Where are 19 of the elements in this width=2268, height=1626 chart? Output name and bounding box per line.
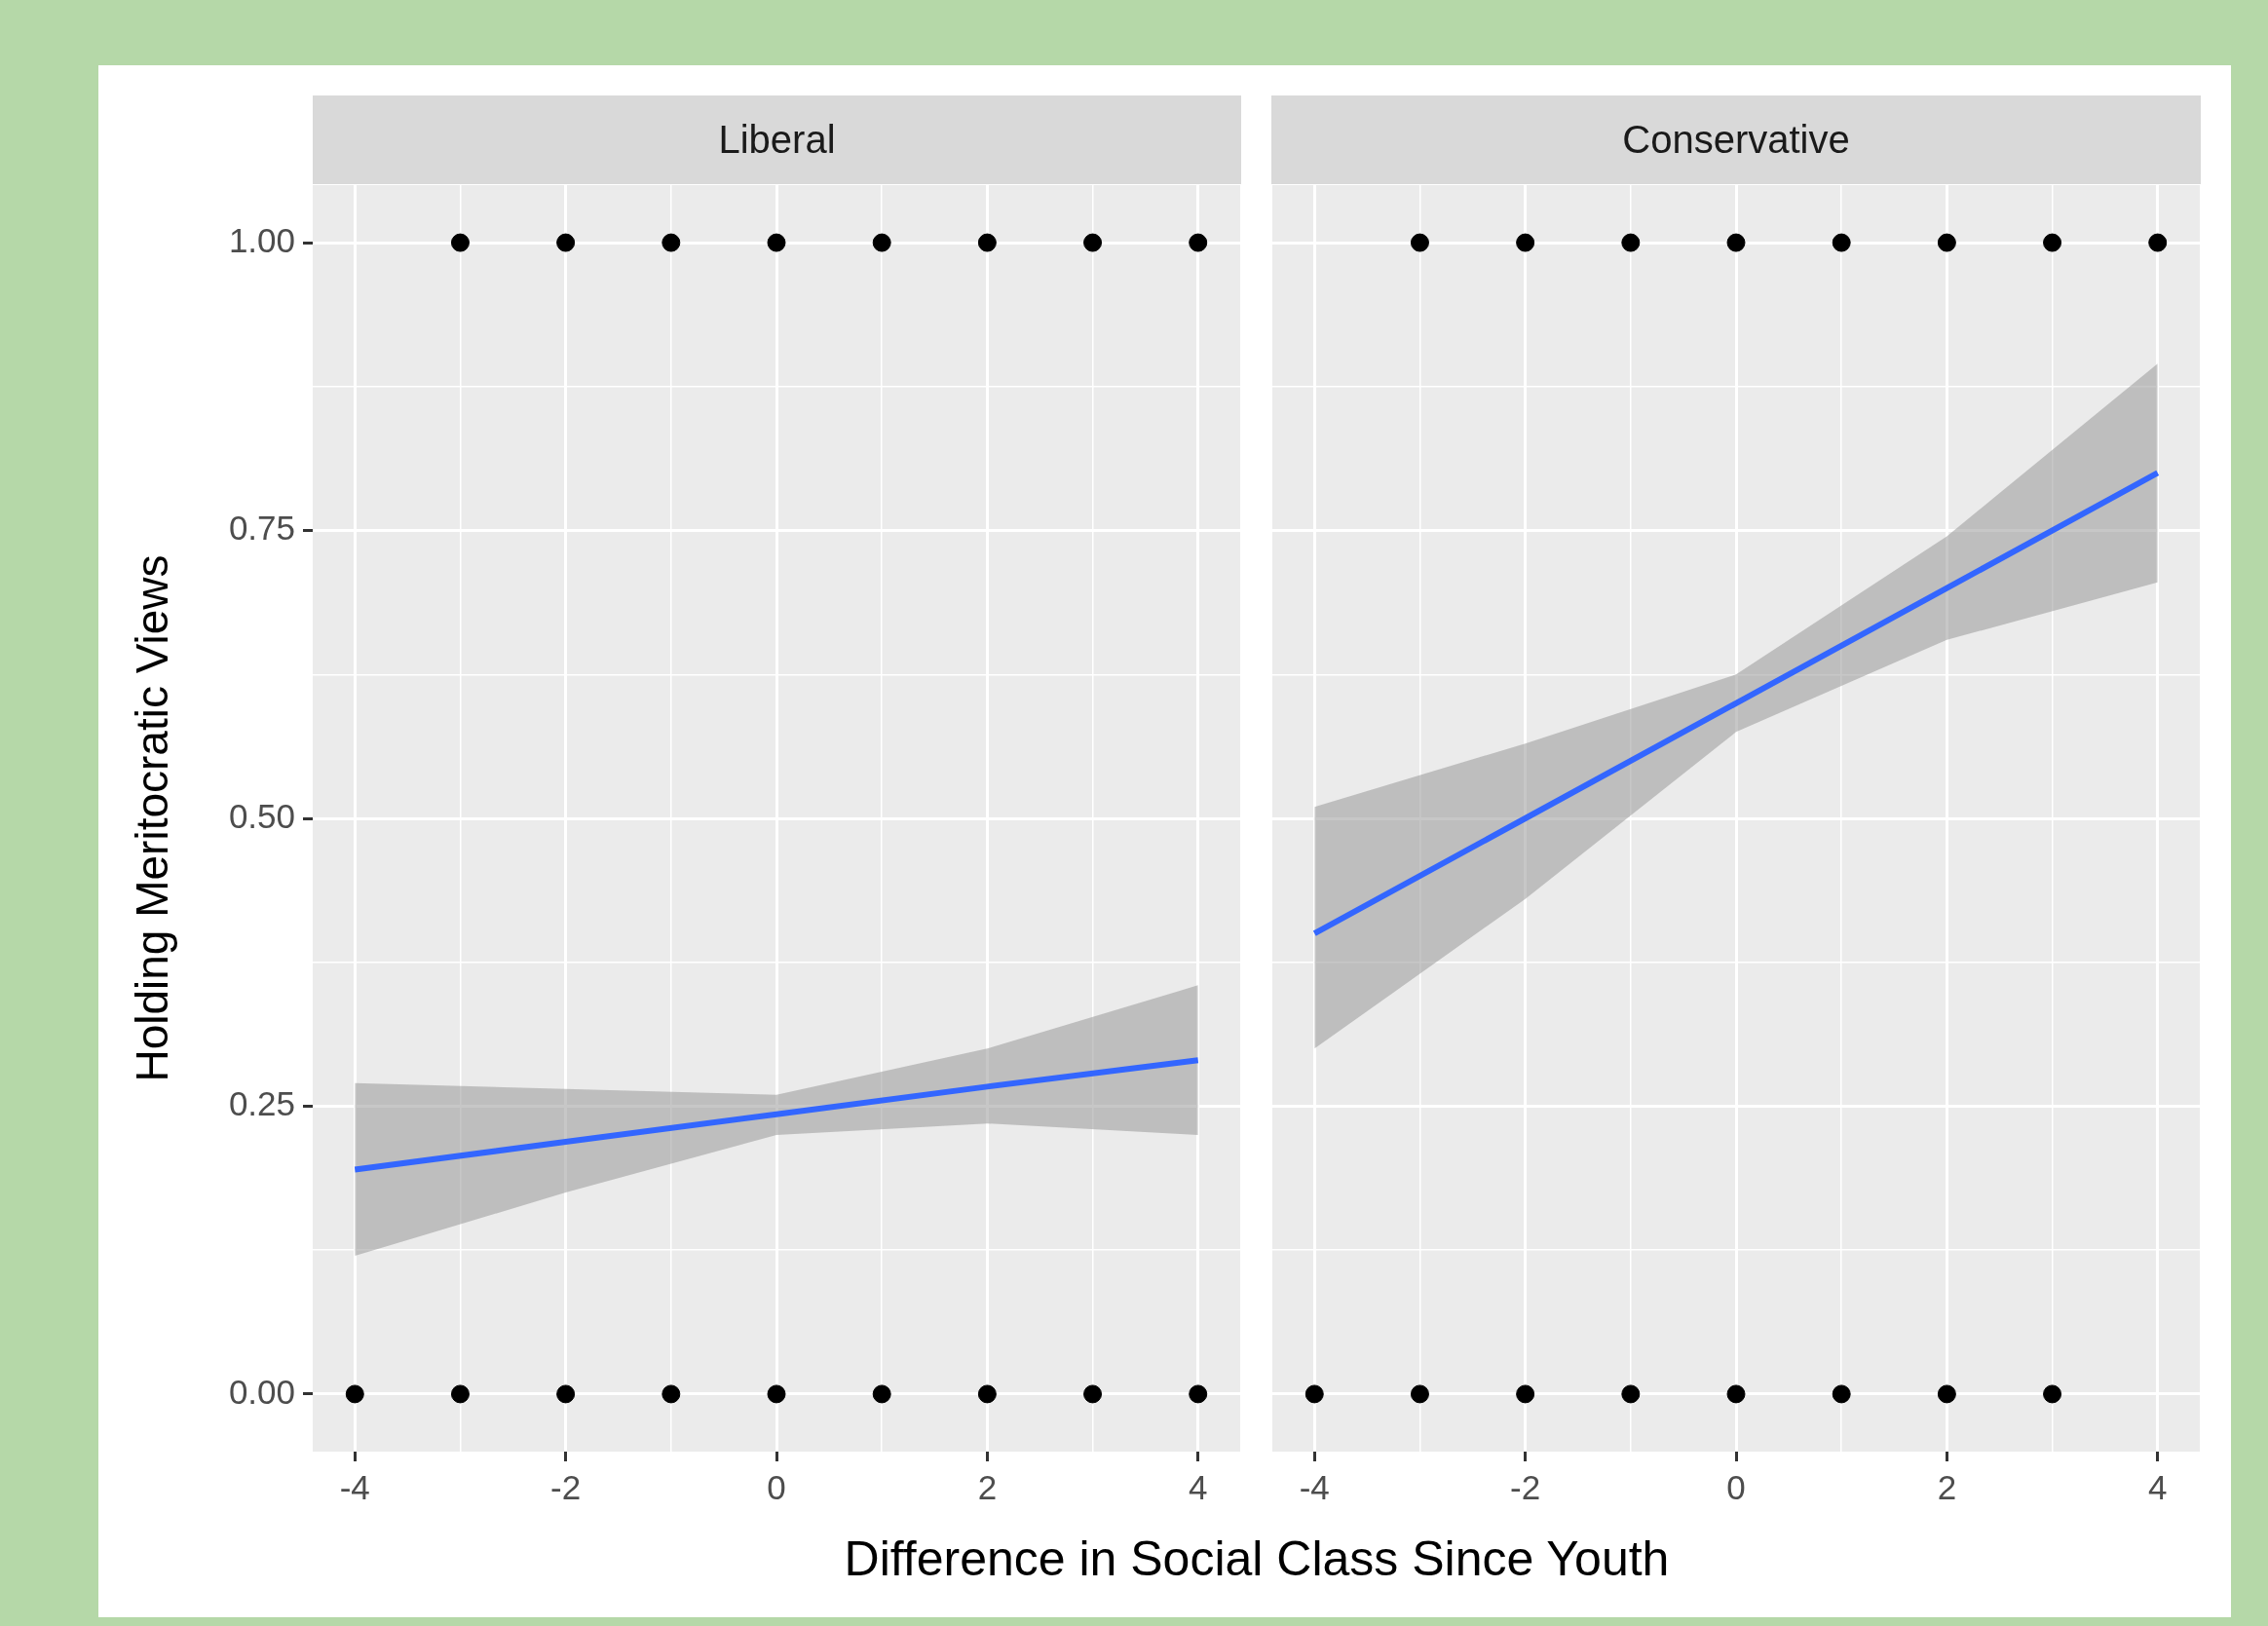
y-tick-label: 1.00 (228, 220, 295, 259)
chart-title: Conservative (1271, 95, 2201, 184)
y-tick-label: 0.25 (228, 1084, 295, 1123)
y-tick-label: 0.50 (228, 796, 295, 835)
x-tick-label: -4 (339, 1467, 370, 1506)
y-axis-title: Holding Meritocratic Views (126, 554, 178, 1082)
x-tick-label: 4 (1188, 1467, 1208, 1506)
x-tick-label: -4 (1299, 1467, 1330, 1506)
x-tick-label: 0 (767, 1467, 786, 1506)
chart-title: Liberal (313, 95, 1241, 184)
x-tick-label: 2 (977, 1467, 998, 1506)
y-tick-label: 0.00 (228, 1372, 295, 1411)
y-tick-label: 0.75 (228, 509, 295, 548)
x-tick-label: 4 (2147, 1467, 2168, 1506)
x-tick-label: 0 (1726, 1467, 1746, 1506)
x-axis-title: Difference in Social Class Since Youth (844, 1531, 1670, 1587)
x-tick-label: -2 (1510, 1467, 1541, 1506)
x-tick-label: 2 (1937, 1467, 1957, 1506)
x-tick-label: -2 (550, 1467, 582, 1506)
